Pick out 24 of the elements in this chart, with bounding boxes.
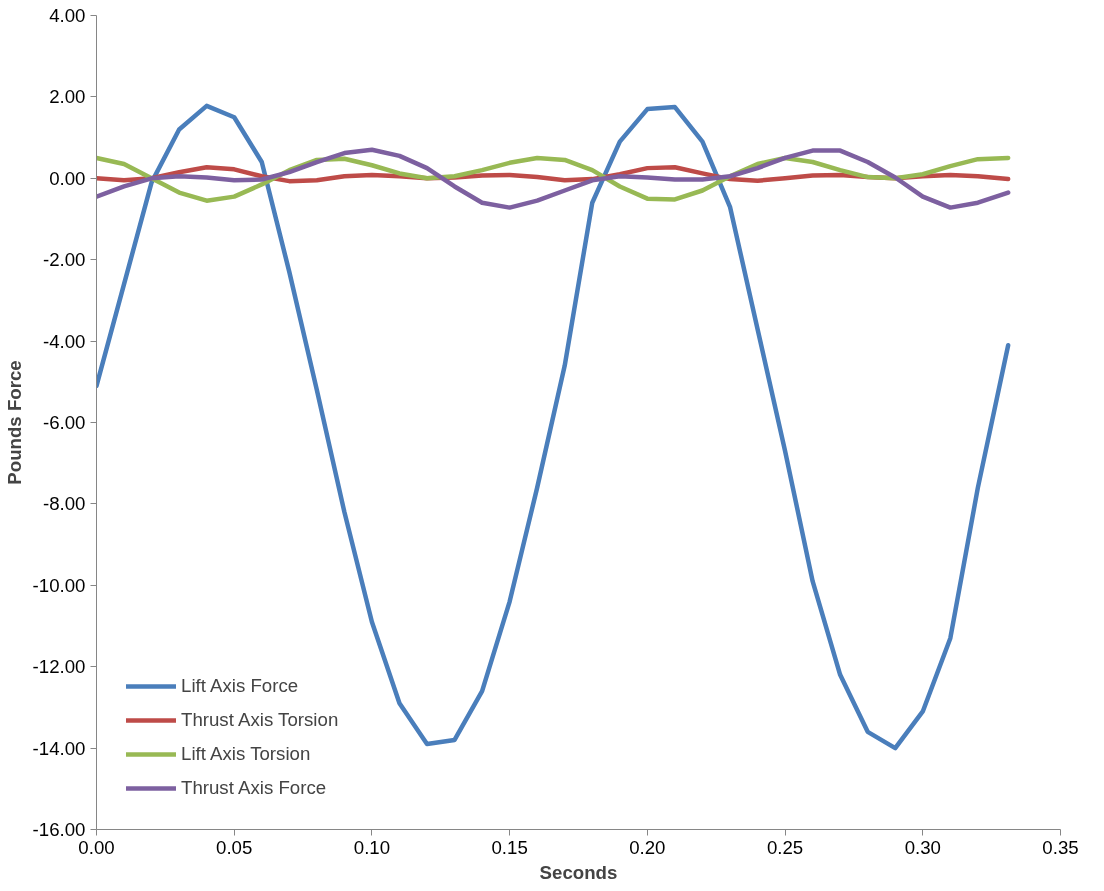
- x-tick-label: 0.35: [1042, 836, 1079, 858]
- y-tick-label: -6.00: [42, 412, 86, 433]
- x-tick-label: 0.10: [353, 836, 391, 858]
- x-tick-label: 0.25: [766, 836, 804, 858]
- legend-label: Lift Axis Torsion: [181, 743, 311, 765]
- y-tick-label: -4.00: [42, 330, 86, 352]
- y-tick-label: 4.00: [49, 5, 86, 26]
- y-tick-label: -2.00: [42, 249, 86, 271]
- y-tick-label: -12.00: [32, 656, 86, 678]
- y-tick-label: -10.00: [32, 574, 86, 596]
- y-axis-title: Pounds Force: [3, 360, 25, 485]
- y-tick-label: 0.00: [49, 167, 86, 189]
- x-tick-label: 0.05: [216, 836, 253, 858]
- y-tick-label: 2.00: [49, 86, 86, 108]
- x-tick-label: 0.20: [629, 836, 666, 858]
- y-tick-label: -14.00: [32, 737, 86, 759]
- y-tick-label: -8.00: [42, 493, 86, 515]
- legend-label: Lift Axis Force: [181, 675, 299, 697]
- line-series: [96, 147, 1011, 210]
- legend-label: Thrust Axis Torsion: [181, 709, 339, 731]
- x-tick-label: 0.15: [491, 836, 528, 858]
- x-axis-title: Seconds: [539, 861, 618, 883]
- legend-label: Thrust Axis Force: [181, 777, 327, 799]
- x-tick-label: 0.30: [904, 836, 941, 858]
